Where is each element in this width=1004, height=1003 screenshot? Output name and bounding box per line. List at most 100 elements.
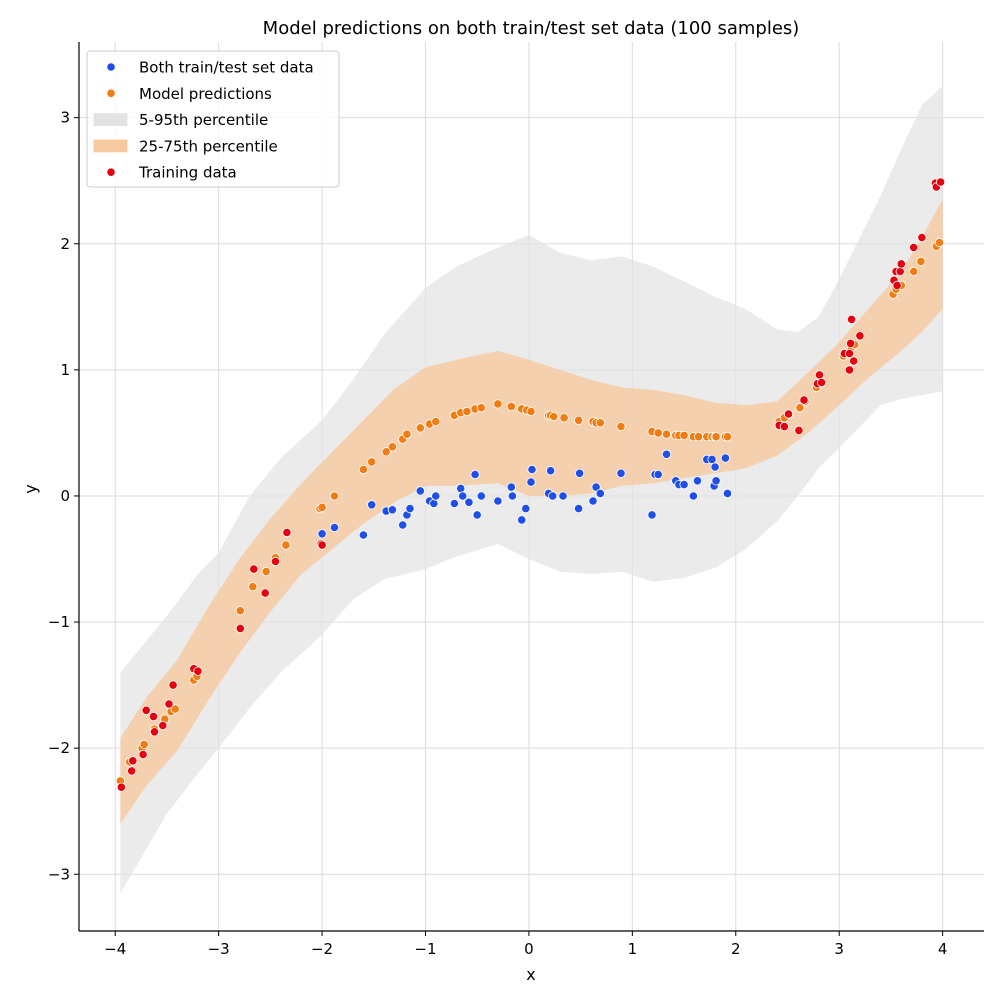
point-both-train-test-set-data [464,497,474,507]
point-both-train-test-set-data [470,469,480,480]
point-model-predictions [281,540,291,550]
point-training-data [260,588,270,598]
point-both-train-test-set-data [429,498,439,509]
point-both-train-test-set-data [367,500,377,510]
point-training-data [794,425,804,435]
point-both-train-test-set-data [476,491,486,501]
point-training-data [895,266,905,277]
point-model-predictions [711,432,721,442]
point-training-data [282,527,292,538]
point-model-predictions [367,457,377,467]
point-both-train-test-set-data [711,476,721,486]
y-tick-label: −2 [48,739,70,757]
point-model-predictions [595,418,605,428]
legend-marker-training-data [106,167,116,177]
point-training-data [141,705,151,715]
point-model-predictions [661,429,672,439]
point-both-train-test-set-data [317,529,327,539]
point-training-data [844,365,855,375]
point-both-train-test-set-data [472,510,482,520]
point-training-data [935,177,946,187]
legend: Both train/test set data Model prediction… [86,50,340,188]
point-both-train-test-set-data [493,496,503,506]
point-both-train-test-set-data [688,491,699,501]
point-training-data [193,666,203,676]
point-model-predictions [261,566,271,577]
point-both-train-test-set-data [616,468,626,478]
y-tick-label: 3 [60,109,70,127]
point-training-data [317,540,327,550]
legend-label-model-predictions: Model predictions [139,85,272,103]
legend-label-training-data: Training data [138,164,237,182]
point-both-train-test-set-data [329,522,340,533]
point-both-train-test-set-data [661,449,672,459]
point-model-predictions [329,491,340,501]
band-25-75-percentile [120,199,943,824]
point-model-predictions [616,421,626,432]
x-axis-label: x [526,965,535,984]
point-both-train-test-set-data [679,479,689,490]
point-training-data [168,680,178,690]
point-both-train-test-set-data [548,491,558,501]
point-model-predictions [431,416,441,427]
point-both-train-test-set-data [507,491,518,501]
point-training-data [779,421,790,432]
y-tick-label: −3 [48,865,70,883]
point-training-data [270,556,281,567]
point-training-data [148,711,159,722]
point-both-train-test-set-data [722,488,733,498]
percentile-bands [120,86,943,894]
point-model-predictions [506,401,516,411]
legend-label-25-75th-percentile: 25-75th percentile [139,137,278,155]
point-both-train-test-set-data [653,469,663,480]
y-tick-label: −1 [48,613,70,631]
point-training-data [128,756,138,766]
point-model-predictions [317,502,327,512]
point-training-data [783,409,794,419]
x-tick-label: 0 [524,940,534,958]
legend-box [86,50,340,188]
point-model-predictions [493,399,503,409]
point-both-train-test-set-data [526,477,536,487]
point-training-data [909,242,919,253]
point-both-train-test-set-data [527,464,537,475]
point-training-data [846,314,857,324]
point-model-predictions [170,704,180,714]
point-model-predictions [248,582,258,592]
point-training-data [149,727,160,737]
point-training-data [158,720,168,731]
point-training-data [249,564,259,574]
point-training-data [845,338,856,348]
point-training-data [917,232,927,243]
x-tick-label: 2 [731,940,741,958]
x-tick-label: −4 [104,940,126,958]
point-model-predictions [402,429,412,439]
point-both-train-test-set-data [545,466,556,476]
point-model-predictions [679,430,689,440]
point-model-predictions [909,266,919,277]
point-training-data [116,782,127,792]
y-tick-label: 2 [60,235,70,253]
point-both-train-test-set-data [710,462,720,472]
point-both-train-test-set-data [591,482,601,492]
point-both-train-test-set-data [692,476,703,486]
point-model-predictions [462,406,472,417]
point-both-train-test-set-data [517,515,527,525]
point-training-data [896,259,906,269]
point-model-predictions [526,406,536,417]
point-model-predictions [139,739,149,750]
point-training-data [816,377,827,388]
data-points [115,177,946,792]
point-training-data [235,623,245,634]
legend-swatch-25-75th-percentile [93,139,128,153]
point-training-data [127,766,137,776]
point-both-train-test-set-data [415,486,425,496]
point-model-predictions [358,464,368,475]
x-tick-label: −1 [414,940,436,958]
y-axis-label: y [21,484,40,493]
point-model-predictions [934,237,945,248]
point-both-train-test-set-data [558,491,568,501]
point-training-data [138,749,148,760]
point-both-train-test-set-data [588,496,598,506]
